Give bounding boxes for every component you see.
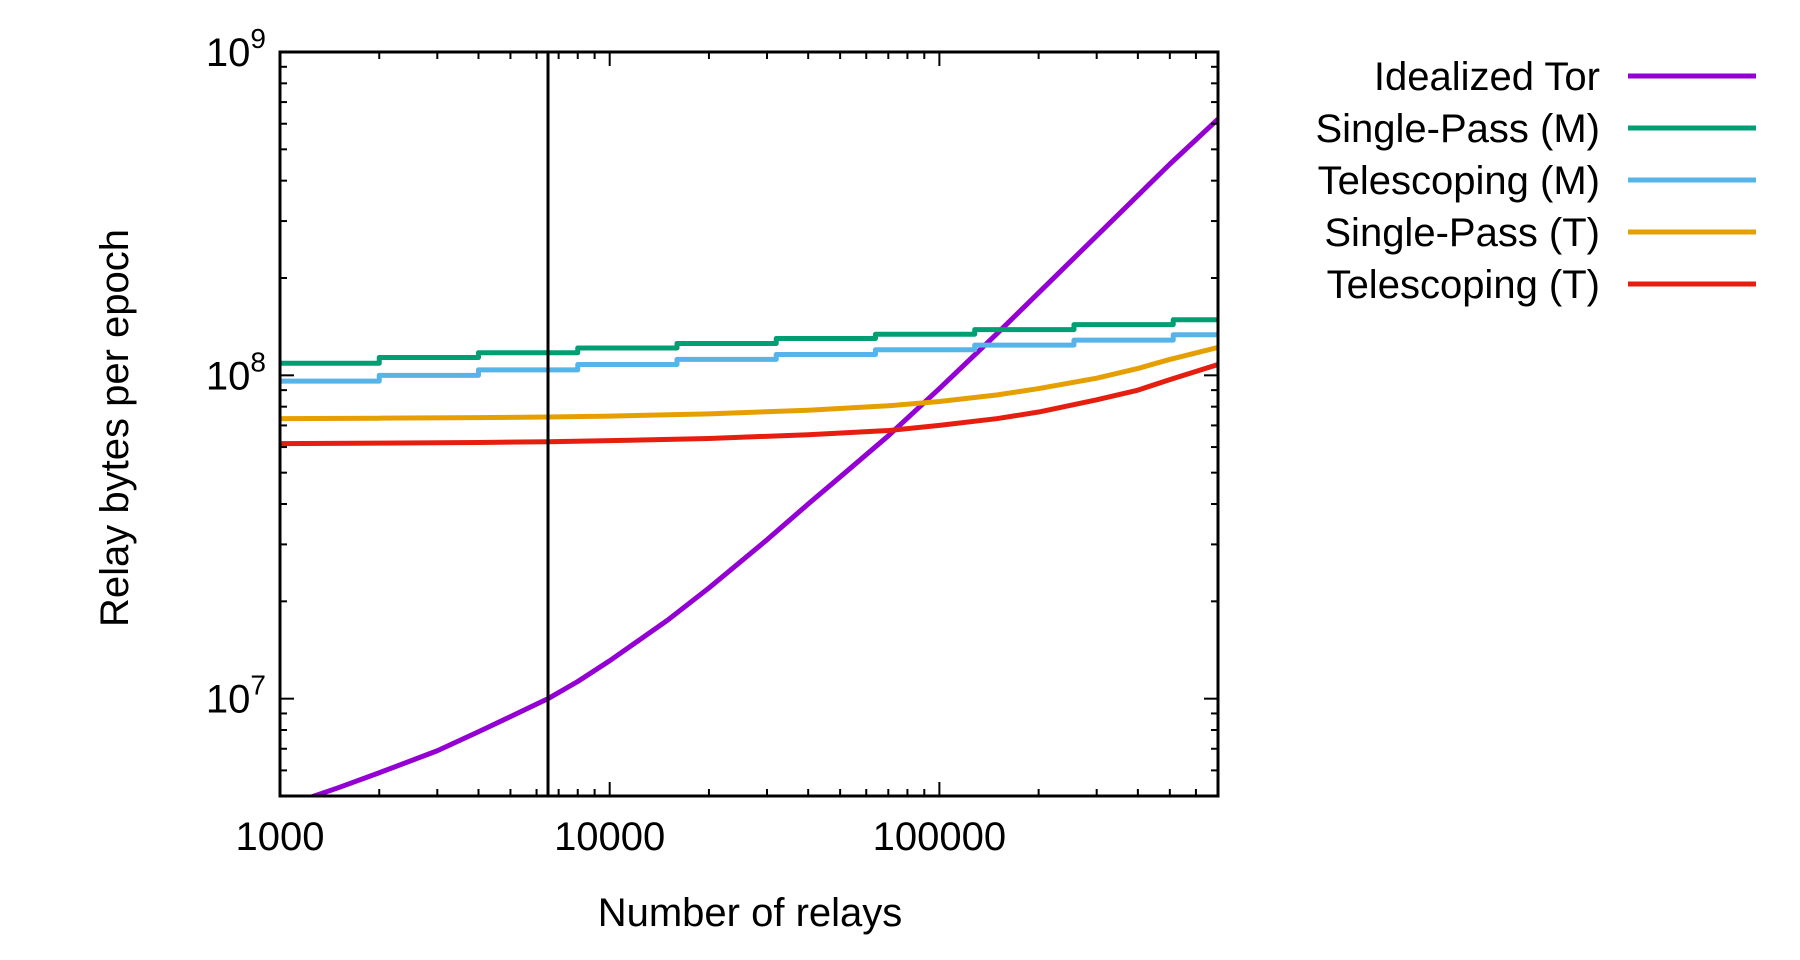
series-layer	[280, 117, 1218, 796]
plot-border	[278, 50, 1220, 798]
x-tick-label: 10000	[554, 815, 665, 859]
series-line-single-pass-t	[280, 344, 1218, 422]
series-line-telescoping-m	[280, 332, 1218, 384]
x-axis-label: Number of relays	[598, 891, 903, 935]
legend-label-telescoping-t: Telescoping (T)	[1327, 263, 1600, 307]
legend-label-telescoping-m: Telescoping (M)	[1318, 159, 1600, 203]
y-tick-label-exponent: 7	[250, 670, 266, 701]
series-line-idealized-tor	[306, 117, 1218, 796]
y-tick-label-base: 10	[206, 31, 251, 75]
x-tick-label: 100000	[873, 815, 1006, 859]
series-line-single-pass-m	[280, 317, 1218, 366]
y-axis-label: Relay bytes per epoch	[93, 229, 137, 627]
y-tick-label-base: 10	[206, 354, 251, 398]
y-tick-label: 109	[206, 23, 266, 75]
legend-label-idealized-tor: Idealized Tor	[1374, 55, 1600, 99]
series-line-telescoping-t	[280, 362, 1218, 447]
y-tick-label-exponent: 8	[250, 346, 266, 377]
y-tick-label-base: 10	[206, 678, 251, 722]
x-tick-label: 1000	[236, 815, 325, 859]
y-tick-label-exponent: 9	[250, 23, 266, 54]
legend: Idealized Tor Single-Pass (M) Telescoping …	[1315, 55, 1756, 307]
y-tick-label: 108	[206, 346, 266, 398]
plot-frame	[278, 50, 1220, 798]
legend-label-single-pass-m: Single-Pass (M)	[1315, 107, 1600, 151]
y-tick-label: 107	[206, 670, 266, 722]
legend-label-single-pass-t: Single-Pass (T)	[1324, 211, 1600, 255]
tick-layer	[279, 51, 1219, 797]
